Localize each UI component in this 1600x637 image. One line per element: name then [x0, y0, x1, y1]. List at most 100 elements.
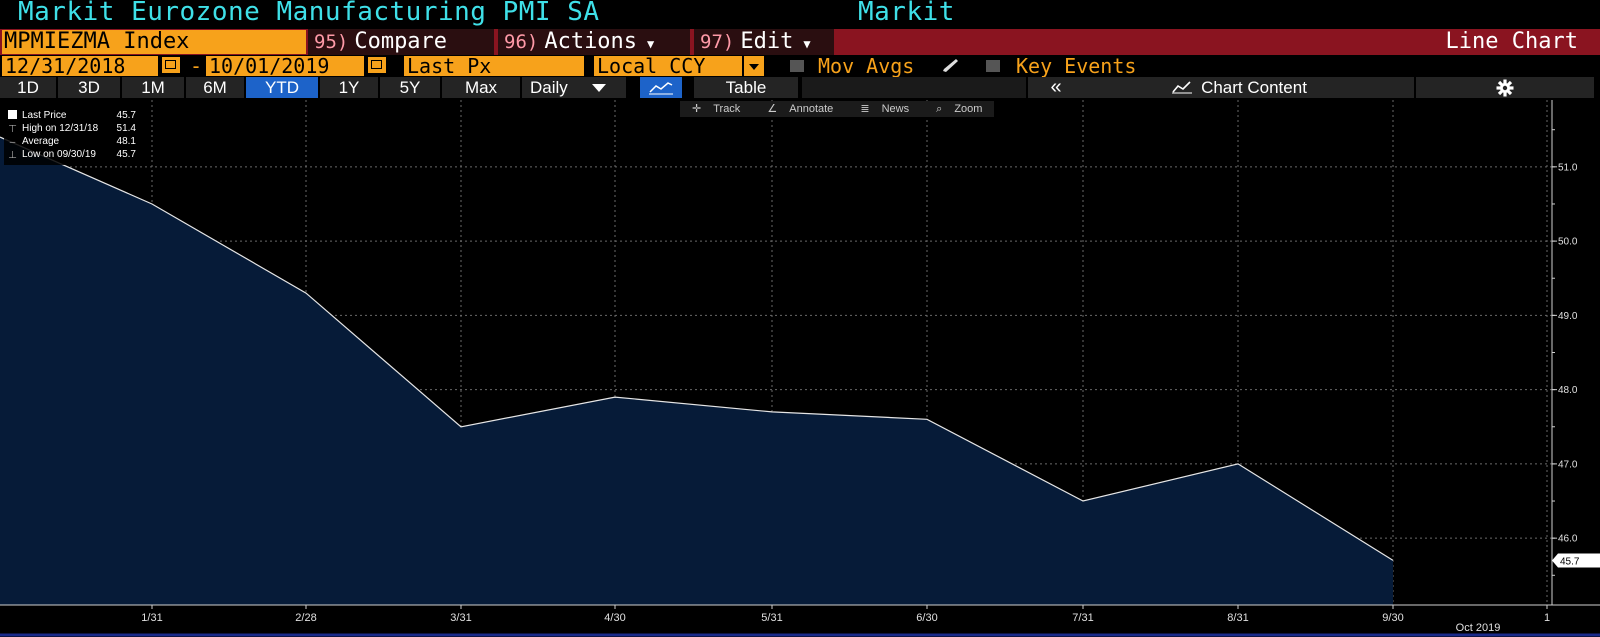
zoom-label: Zoom [954, 103, 983, 115]
magnifier-icon: ⌕ [936, 103, 943, 115]
y-tick-label: 49.0 [1558, 311, 1578, 322]
x-tick-label: 4/30 [604, 612, 625, 624]
x-tick-label: 7/31 [1072, 612, 1093, 624]
date-separator: - [190, 54, 203, 78]
x-tick-label: 6/30 [916, 612, 937, 624]
legend-value: 45.7 [116, 110, 136, 121]
legend-low: ⊥ Low on 09/30/19 45.7 [8, 148, 140, 161]
legend-value: 48.1 [116, 136, 136, 147]
data-source: Markit [858, 0, 955, 27]
line-chart-view-button[interactable] [640, 77, 682, 98]
actions-button[interactable]: 96) Actions ▼ [498, 29, 690, 55]
period-tab-1y[interactable]: 1Y [320, 77, 378, 98]
track-button[interactable]: ✛ Track [680, 101, 752, 117]
high-marker-icon: ⊤ [8, 124, 17, 135]
x-tick-label: 1/31 [141, 612, 162, 624]
y-tick-label: 51.0 [1558, 162, 1578, 173]
edit-label: Edit [740, 29, 794, 54]
period-tab-5y[interactable]: 5Y [380, 77, 440, 98]
key-events-label: Key Events [1016, 54, 1137, 78]
legend-value: 51.4 [116, 123, 136, 134]
news-icon: ≣ [860, 103, 870, 115]
period-tab-3d[interactable]: 3D [58, 77, 120, 98]
legend-label: Average [22, 136, 60, 147]
y-tick-label: 50.0 [1558, 237, 1578, 248]
crosshair-icon: ✛ [692, 103, 702, 115]
currency-select[interactable]: Local CCY [594, 56, 742, 76]
average-marker-icon: – [9, 137, 16, 148]
legend-label: High on 12/31/18 [22, 123, 99, 134]
security-title: Markit Eurozone Manufacturing PMI SA [18, 0, 600, 27]
x-tick-label: 9/30 [1382, 612, 1403, 624]
last-value-label: 45.7 [1560, 556, 1580, 567]
command-bar: MPMIEZMA Index 95) Compare 96) Actions ▼ 97… [0, 29, 1600, 55]
annotate-label: Annotate [789, 103, 834, 115]
start-date-field[interactable]: 12/31/2018 [2, 56, 158, 76]
period-tab-max[interactable]: Max [442, 77, 520, 98]
chart-content-button[interactable]: Chart Content [1064, 77, 1414, 98]
edit-number: 97) [700, 31, 735, 53]
tabs-spacer [802, 77, 1026, 98]
field-select[interactable]: Last Px [404, 56, 584, 76]
y-tick-label: 47.0 [1558, 459, 1578, 470]
news-label: News [881, 103, 910, 115]
line-chart[interactable]: 46.0 47.0 48.0 49.0 50.0 51.0 1/31 2/28 3/31 4/30… [0, 100, 1600, 637]
title-bar: Markit Eurozone Manufacturing PMI SA Mar… [0, 0, 1600, 29]
y-tick-label: 48.0 [1558, 385, 1578, 396]
edit-button[interactable]: 97) Edit ▼ [694, 29, 834, 55]
x-tick-label: 2/28 [295, 612, 316, 624]
y-tick-label: 46.0 [1558, 534, 1578, 545]
annotate-icon: ∠ [767, 103, 778, 115]
x-secondary-label: Oct 2019 [1456, 622, 1501, 634]
annotate-button[interactable]: ∠ Annotate [755, 101, 845, 117]
legend-label: Low on 09/30/19 [22, 149, 96, 160]
track-label: Track [713, 103, 741, 115]
chevron-down-icon: ▼ [647, 37, 655, 51]
chart-content-icon [1172, 81, 1193, 94]
mov-avgs-checkbox[interactable] [790, 60, 804, 72]
chart-type-label: Line Chart [1445, 29, 1578, 54]
legend-label: Last Price [22, 110, 67, 121]
chart-toolbar: ✛ Track ∠ Annotate ≣ News ⌕ Zoom [680, 101, 995, 117]
square-icon [8, 110, 17, 119]
calendar-icon[interactable] [368, 57, 386, 73]
compare-button[interactable]: 95) Compare [308, 29, 494, 55]
period-tab-1d[interactable]: 1D [0, 77, 56, 98]
chevron-down-icon[interactable] [744, 56, 764, 76]
pencil-icon[interactable] [940, 58, 962, 74]
period-tab-1m[interactable]: 1M [122, 77, 184, 98]
x-tick-label: 8/31 [1227, 612, 1248, 624]
chart-content-label: Chart Content [1201, 78, 1307, 97]
end-date-field[interactable]: 10/01/2019 [206, 56, 364, 76]
line-chart-icon [649, 82, 673, 95]
x-tick-label: 3/31 [450, 612, 471, 624]
frequency-select[interactable]: Daily [522, 77, 626, 98]
settings-button[interactable] [1416, 77, 1594, 98]
zoom-button[interactable]: ⌕ Zoom [924, 101, 994, 117]
frequency-label: Daily [530, 78, 568, 97]
actions-label: Actions [544, 29, 638, 54]
mov-avgs-label: Mov Avgs [818, 54, 915, 78]
actions-number: 96) [504, 31, 539, 53]
gear-icon [1496, 79, 1514, 97]
period-tab-6m[interactable]: 6M [186, 77, 244, 98]
table-view-button[interactable]: Table [694, 77, 798, 98]
calendar-icon[interactable] [162, 57, 180, 73]
x-tick-label: 1 [1544, 612, 1550, 624]
period-tabs: 1D 3D 1M 6M YTD 1Y 5Y Max Daily Table « Chart C… [0, 77, 1600, 99]
options-bar: 12/31/2018 - 10/01/2019 Last Px Local CC… [0, 54, 1600, 78]
legend-value: 45.7 [116, 149, 136, 160]
legend-high: ⊤ High on 12/31/18 51.4 [8, 122, 140, 135]
ticker-input[interactable]: MPMIEZMA Index [2, 30, 306, 54]
key-events-checkbox[interactable] [986, 60, 1000, 72]
compare-label: Compare [354, 29, 448, 54]
compare-number: 95) [314, 31, 349, 53]
area-fill [0, 137, 1393, 605]
series-line[interactable] [0, 136, 1394, 561]
chevron-down-icon: ▼ [803, 37, 811, 51]
legend-average: – Average 48.1 [8, 135, 140, 148]
news-button[interactable]: ≣ News [848, 101, 921, 117]
legend-last-price[interactable]: Last Price 45.7 [8, 109, 140, 122]
period-tab-ytd[interactable]: YTD [246, 77, 318, 98]
low-marker-icon: ⊥ [8, 150, 17, 161]
